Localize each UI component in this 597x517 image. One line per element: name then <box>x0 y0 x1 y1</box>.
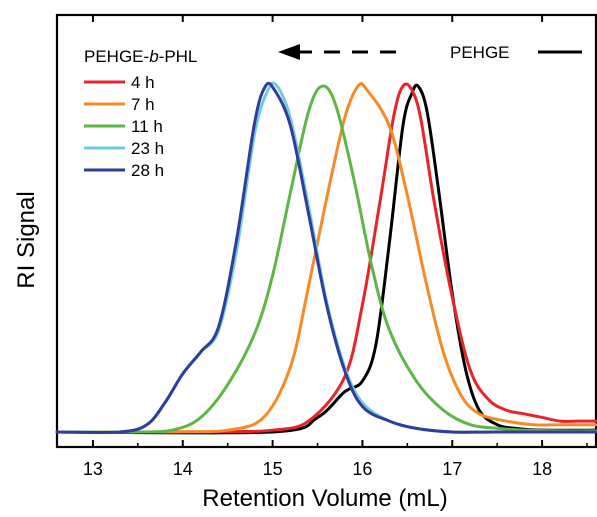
legend-label: 11 h <box>131 117 163 136</box>
series-line-7-h <box>55 82 597 434</box>
x-tick-label: 17 <box>442 459 462 479</box>
legend-label: 28 h <box>131 161 164 180</box>
series-line-pehge <box>55 83 597 435</box>
x-tick-label: 18 <box>532 459 552 479</box>
legend-title: PEHGE-b-PHL <box>84 47 197 66</box>
series-line-28-h <box>55 81 597 435</box>
arrow-head-icon <box>278 44 300 60</box>
x-tick-label: 15 <box>263 459 283 479</box>
x-tick-label: 13 <box>83 459 103 479</box>
legend-label: 4 h <box>131 73 155 92</box>
legend-label: 7 h <box>131 95 155 114</box>
x-tick-label: 16 <box>352 459 372 479</box>
y-axis-title: RI Signal <box>13 191 40 288</box>
x-axis-title: Retention Volume (mL) <box>202 485 447 512</box>
plot-frame <box>55 13 597 449</box>
x-tick-label: 14 <box>173 459 193 479</box>
legend-label: 23 h <box>131 139 164 158</box>
series-line-4-h <box>55 82 597 434</box>
series-line-11-h <box>55 84 597 434</box>
annotation-label: PEHGE <box>450 43 510 62</box>
